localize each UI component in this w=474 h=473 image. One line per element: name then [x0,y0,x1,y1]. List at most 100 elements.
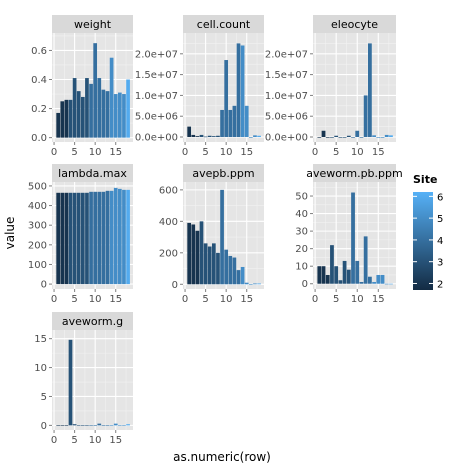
bar [97,191,102,285]
y-tick-label: 0 [172,280,178,291]
bar [60,425,65,426]
facet-title: weight [74,18,112,31]
panel-background [313,33,396,142]
bar [126,79,130,138]
bar [199,134,204,138]
y-tick-label: 30 [295,227,308,238]
bar [109,57,114,138]
bar [85,192,89,285]
bar [199,221,204,285]
bar [126,189,130,285]
x-axis-title: as.numeric(row) [173,450,271,464]
bar [80,425,85,426]
legend-title: Site [413,173,437,186]
bar [253,135,257,138]
x-tick-label: 15 [372,294,385,305]
x-tick-label: 0 [312,147,318,158]
bar [72,424,77,426]
x-tick-label: 15 [109,435,122,446]
bar [367,43,372,138]
bar [220,109,224,138]
bar [76,91,81,138]
bar [93,43,98,138]
bar [363,95,368,138]
facet-strip [313,164,396,182]
y-tick-label: 1.0e+07 [265,91,308,102]
facet-panel-avepb-ppm: avepb.ppm 0 200 400 600 0 5 10 15 [159,164,264,305]
bar [113,423,118,426]
bar [224,60,229,138]
legend-label: 4 [437,236,443,247]
x-tick-label: 0 [182,294,188,305]
y-tick-label: 0.0e+00 [265,133,308,144]
bar [191,224,196,285]
bar [325,274,330,284]
x-tick-label: 5 [333,147,339,158]
x-tick-label: 5 [202,294,208,305]
facet-strip [183,164,264,182]
y-tick-label: 5.0e+06 [135,112,178,123]
y-tick-label: 100 [28,260,47,271]
bar [85,78,89,138]
bar [389,283,393,285]
bar [109,425,114,426]
x-tick-label: 5 [71,435,77,446]
bar [80,192,85,285]
bar [68,339,73,426]
bar [113,187,118,285]
bar [187,222,192,285]
bar [211,136,216,138]
bar [187,126,192,138]
x-tick-label: 10 [220,294,233,305]
x-tick-label: 15 [240,294,253,305]
bar [220,189,224,285]
bar [122,189,126,285]
bar [68,192,73,285]
y-tick-label: 0.0e+00 [135,133,178,144]
bar [240,266,245,285]
bar [359,281,364,284]
facet-title: avepb.ppm [192,167,254,180]
y-tick-label: 400 [28,201,47,212]
bar [317,137,322,138]
bar [68,99,73,138]
bar [244,282,249,285]
bar [342,260,347,284]
legend-colorbar: 6 5 4 3 2 [413,192,443,290]
x-tick-label: 0 [312,294,318,305]
facet-panel-weight: weight 0.0 0.2 0.4 0.6 0 5 10 15 [31,15,133,158]
bar [248,284,253,285]
facet-title: lambda.max [58,167,127,180]
bar [351,192,355,284]
bar [207,246,212,285]
bar [126,424,130,426]
bar [372,135,376,138]
legend-label: 2 [437,279,443,290]
facet-strip [52,164,133,182]
y-tick-label: 400 [159,217,178,228]
bar [105,190,110,285]
bar [334,266,339,284]
bar [93,425,98,426]
bar [64,99,69,138]
facet-strip [313,15,396,33]
facet-panel-aveworm-pb-ppm: aveworm.pb.ppm 0 10 20 30 40 50 0 5 10 15 [295,164,403,305]
facet-panel-cell-count: cell.count 0.0e+00 5.0e+06 1.0e+07 1.5e+07 2.… [135,15,264,158]
facet-strip [183,15,264,33]
y-tick-label: 5.0e+06 [265,112,308,123]
bar [257,283,261,285]
y-axis-title: value [3,217,17,250]
y-tick-label: 2.0e+07 [265,49,308,60]
y-tick-label: 200 [159,248,178,259]
x-tick-label: 5 [71,147,77,158]
bar [367,276,372,284]
bar [105,91,110,138]
bar [232,105,237,138]
bar [372,281,376,284]
bar [338,280,343,284]
bar [228,109,233,138]
facet-title: eleocyte [331,18,378,31]
y-tick-label: 10 [34,363,47,374]
y-tick-label: 0.4 [31,75,47,86]
